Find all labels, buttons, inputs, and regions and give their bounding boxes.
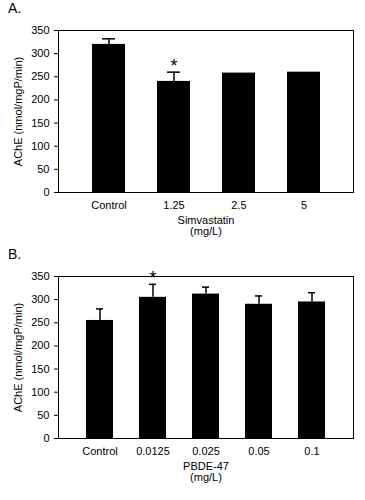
svg-text:Simvastatin(mg/L): Simvastatin(mg/L) bbox=[178, 214, 235, 237]
svg-text:250: 250 bbox=[31, 70, 49, 82]
svg-text:100: 100 bbox=[31, 140, 49, 152]
svg-text:250: 250 bbox=[31, 316, 49, 328]
svg-text:300: 300 bbox=[31, 293, 49, 305]
svg-text:200: 200 bbox=[31, 93, 49, 105]
svg-text:5: 5 bbox=[301, 199, 307, 211]
svg-text:0.1: 0.1 bbox=[304, 445, 319, 457]
svg-text:Control: Control bbox=[91, 199, 126, 211]
svg-text:300: 300 bbox=[31, 47, 49, 59]
svg-text:0.0125: 0.0125 bbox=[136, 445, 170, 457]
svg-text:200: 200 bbox=[31, 339, 49, 351]
svg-text:150: 150 bbox=[31, 117, 49, 129]
svg-text:0.025: 0.025 bbox=[192, 445, 220, 457]
svg-text:AChE (nmol/mgP/min): AChE (nmol/mgP/min) bbox=[12, 57, 24, 166]
html-text:B.: B. bbox=[8, 246, 22, 262]
svg-text:2.5: 2.5 bbox=[231, 199, 246, 211]
svg-text:50: 50 bbox=[37, 163, 49, 175]
svg-text:50: 50 bbox=[37, 409, 49, 421]
svg-text:0.05: 0.05 bbox=[248, 445, 269, 457]
svg-text:0: 0 bbox=[43, 186, 49, 198]
svg-text:Control: Control bbox=[82, 445, 117, 457]
svg-text:*: * bbox=[170, 56, 177, 76]
svg-text:150: 150 bbox=[31, 363, 49, 375]
svg-text:*: * bbox=[149, 268, 156, 288]
svg-text:0: 0 bbox=[43, 432, 49, 444]
svg-text:100: 100 bbox=[31, 386, 49, 398]
svg-text:350: 350 bbox=[31, 270, 49, 282]
html-text:A.: A. bbox=[8, 0, 22, 16]
svg-text:AChE (nmol/mgP/min): AChE (nmol/mgP/min) bbox=[12, 303, 24, 412]
svg-text:1.25: 1.25 bbox=[163, 199, 184, 211]
svg-text:PBDE-47(mg/L): PBDE-47(mg/L) bbox=[183, 460, 229, 483]
svg-text:350: 350 bbox=[31, 24, 49, 36]
